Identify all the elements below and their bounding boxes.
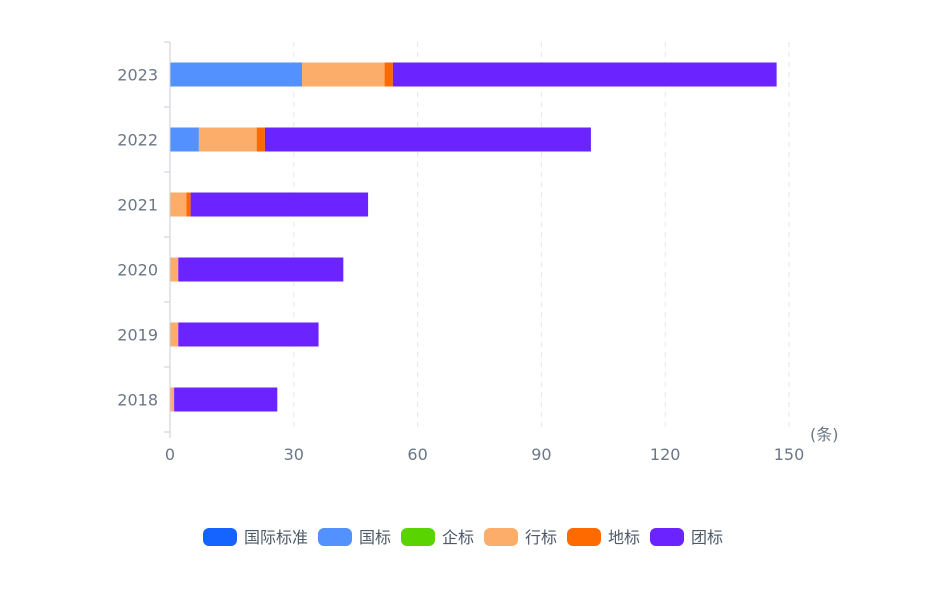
legend-item[interactable]: 地标 (567, 528, 640, 547)
legend-label: 行标 (525, 528, 557, 547)
bar-segment[interactable] (174, 387, 278, 412)
bar-segment[interactable] (170, 387, 175, 412)
bar-segment[interactable] (186, 192, 191, 217)
legend-item[interactable]: 团标 (650, 528, 723, 547)
x-axis-unit-label: (条) (810, 425, 839, 444)
bar-segment[interactable] (384, 62, 393, 87)
legend-swatch (203, 528, 237, 546)
legend-swatch (567, 528, 601, 546)
legend-label: 企标 (442, 528, 474, 547)
y-tick-label: 2023 (117, 66, 158, 85)
y-axis: 2018 2019 2020 2021 2022 2023 (117, 41, 171, 438)
x-tick-label: 90 (531, 445, 551, 464)
legend-label: 国标 (359, 528, 391, 547)
legend-item[interactable]: 企标 (401, 528, 474, 547)
bar-segment[interactable] (170, 257, 179, 282)
legend-swatch (650, 528, 684, 546)
bar-segment[interactable] (170, 62, 303, 87)
bar-segment[interactable] (170, 322, 179, 347)
bar-segment[interactable] (392, 62, 777, 87)
legend-label: 团标 (691, 528, 723, 547)
bar-segment[interactable] (170, 192, 187, 217)
bar-segment[interactable] (264, 127, 591, 152)
bar-segment[interactable] (178, 257, 344, 282)
x-axis: 0 30 60 90 120 150 (165, 445, 804, 464)
legend-swatch (401, 528, 435, 546)
y-tick-label: 2019 (117, 326, 158, 345)
bar-segment[interactable] (198, 127, 257, 152)
bar-segment[interactable] (190, 192, 369, 217)
x-tick-label: 120 (650, 445, 681, 464)
x-tick-label: 30 (284, 445, 304, 464)
legend-swatch (484, 528, 518, 546)
y-tick-label: 2020 (117, 261, 158, 280)
legend-item[interactable]: 国际标准 (203, 528, 308, 547)
bar-segment[interactable] (256, 127, 265, 152)
x-tick-label: 60 (407, 445, 427, 464)
legend-item[interactable]: 国标 (318, 528, 391, 547)
legend[interactable]: 国际标准 国标 企标 行标 地标 团标 (203, 528, 723, 547)
legend-item[interactable]: 行标 (484, 528, 557, 547)
y-tick-label: 2022 (117, 131, 158, 150)
legend-label: 地标 (608, 528, 640, 547)
bars (170, 62, 777, 412)
x-tick-label: 150 (774, 445, 805, 464)
bar-segment[interactable] (302, 62, 385, 87)
bar-segment[interactable] (178, 322, 319, 347)
legend-label: 国际标准 (244, 528, 308, 547)
y-tick-label: 2021 (117, 196, 158, 215)
bar-segment[interactable] (170, 127, 199, 152)
x-tick-label: 0 (165, 445, 175, 464)
legend-swatch (318, 528, 352, 546)
grid-lines (293, 42, 790, 432)
y-tick-label: 2018 (117, 391, 158, 410)
